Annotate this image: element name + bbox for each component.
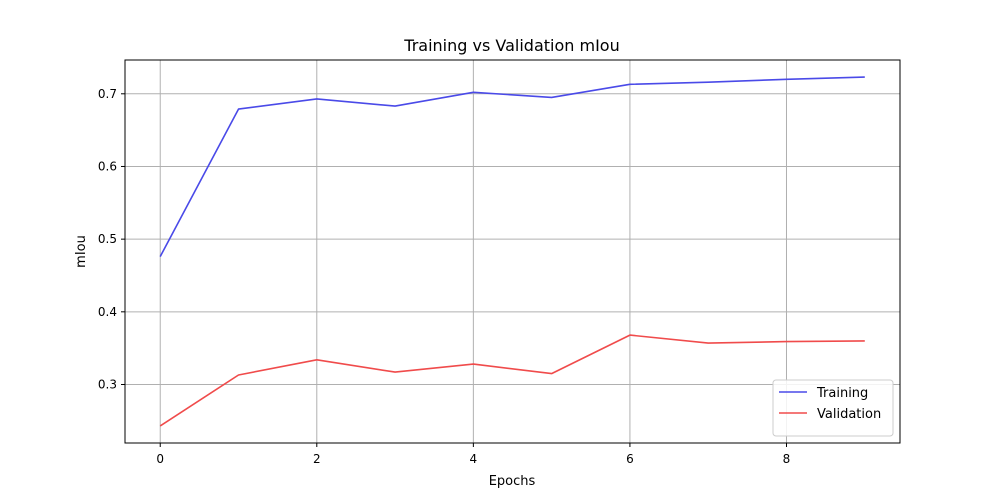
y-tick-label: 0.4 [98, 305, 117, 319]
x-tick-label: 6 [626, 452, 634, 466]
x-tick-label: 0 [156, 452, 164, 466]
y-tick-label: 0.6 [98, 159, 117, 173]
legend: Training Validation [772, 379, 894, 437]
x-axis-label: Epochs [489, 474, 536, 489]
legend-label-validation: Validation [817, 407, 881, 422]
plot-frame [124, 59, 901, 444]
y-tick-label: 0.5 [98, 232, 117, 246]
y-tick-label: 0.7 [98, 87, 117, 101]
legend-box [772, 379, 894, 437]
x-axis-ticks: 0 2 4 6 8 [156, 443, 790, 466]
grid-lines [125, 60, 900, 443]
x-tick-label: 2 [313, 452, 321, 466]
legend-label-training: Training [816, 386, 868, 401]
y-axis-label: mIou [74, 235, 89, 268]
training-line [159, 76, 865, 257]
validation-line [159, 334, 865, 427]
y-axis-ticks: 0.3 0.4 0.5 0.6 0.7 [98, 87, 125, 391]
x-tick-label: 8 [783, 452, 791, 466]
y-tick-label: 0.3 [98, 377, 117, 391]
series-lines [159, 76, 865, 427]
x-tick-label: 4 [470, 452, 478, 466]
chart-title: Training vs Validation mIou [403, 36, 619, 55]
